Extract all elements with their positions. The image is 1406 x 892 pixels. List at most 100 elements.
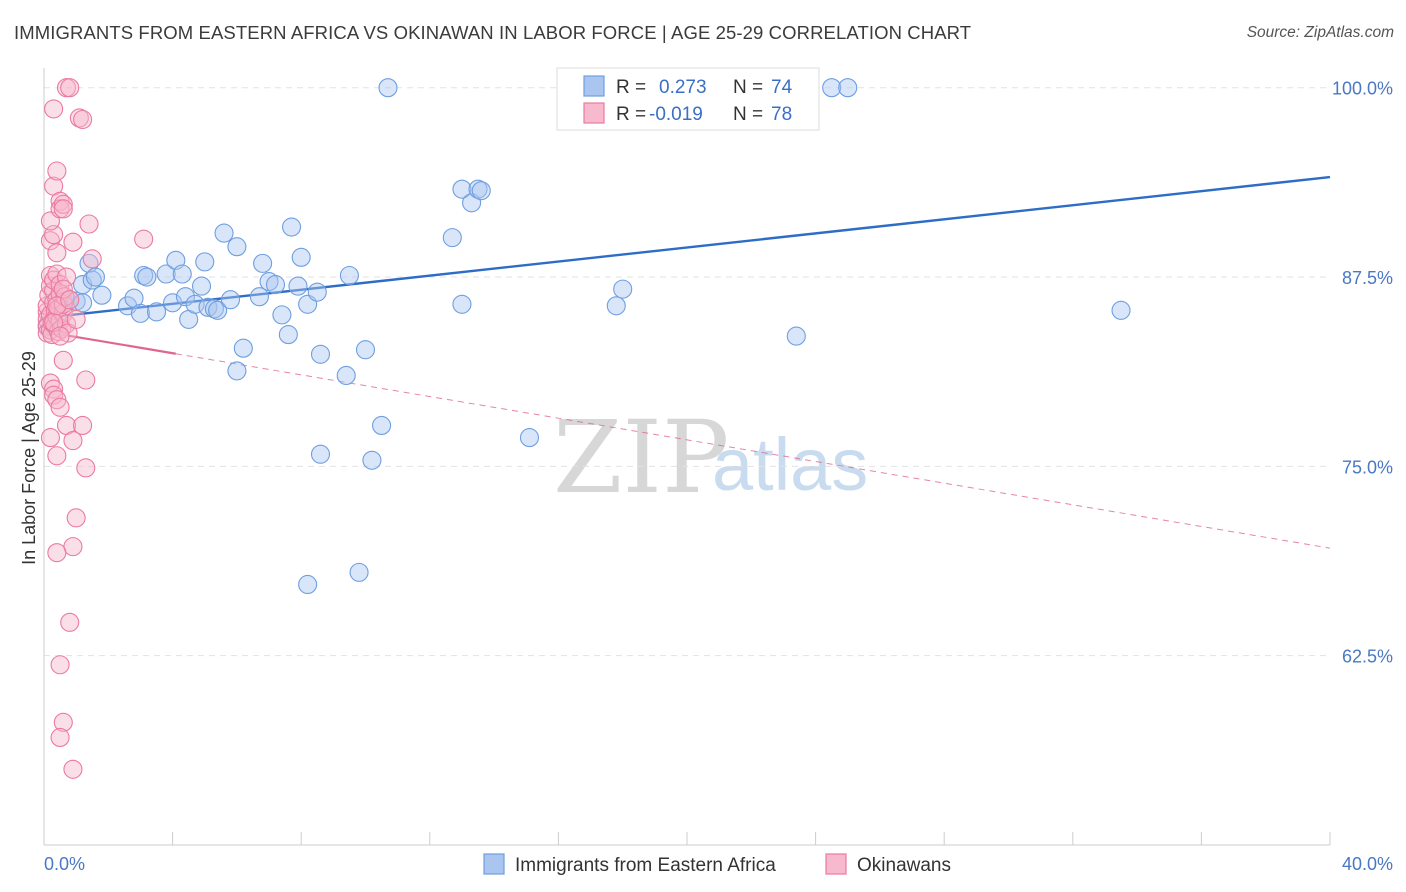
series-0-point-58 bbox=[468, 179, 488, 199]
series-0-point-9 bbox=[92, 285, 112, 305]
series-1-point-29 bbox=[56, 267, 77, 287]
series-0-point-38 bbox=[278, 325, 298, 345]
series-0-point-51 bbox=[372, 415, 392, 436]
series-1-point-60 bbox=[63, 431, 83, 451]
series-0-point-23 bbox=[191, 276, 212, 296]
series-1-point-50 bbox=[134, 229, 154, 249]
series-0-point-33 bbox=[249, 287, 269, 307]
series-1-points bbox=[37, 78, 154, 779]
grid-lines bbox=[44, 87, 1330, 657]
series-1-point-48 bbox=[79, 214, 99, 234]
series-0-point-45 bbox=[310, 444, 331, 464]
series-0-point-12 bbox=[130, 303, 150, 323]
legend-r-label-pink: R = bbox=[616, 104, 646, 125]
series-0-point-50 bbox=[362, 450, 382, 470]
legend-n-label-pink: N = bbox=[733, 104, 763, 125]
y-tick-label-2: 87.5% bbox=[1342, 268, 1393, 288]
x-tick-label-0: 0.0% bbox=[44, 854, 85, 874]
series-0-point-68 bbox=[1111, 300, 1131, 320]
legend-r-value-pink: -0.019 bbox=[649, 104, 703, 125]
series-0-point-27 bbox=[208, 300, 228, 320]
series-1-point-53 bbox=[44, 379, 64, 399]
legend-n-value-pink: 78 bbox=[771, 104, 792, 125]
y-axis-label: In Labor Force | Age 25-29 bbox=[19, 351, 39, 565]
series-1-point-63 bbox=[76, 370, 96, 390]
series-1-point-42 bbox=[44, 99, 64, 119]
bottom-legend-swatch-pink bbox=[825, 853, 847, 875]
series-0-point-20 bbox=[175, 287, 196, 307]
series-0-point-37 bbox=[272, 305, 292, 325]
series-1-point-32 bbox=[40, 231, 60, 251]
x-tick-labels: 0.0% 40.0% bbox=[44, 854, 1393, 874]
series-0-point-8 bbox=[85, 267, 105, 287]
series-1-point-61 bbox=[47, 446, 67, 466]
bottom-legend: Immigrants from Eastern Africa Okinawans bbox=[483, 853, 951, 876]
legend-r-value-blue: 0.273 bbox=[659, 77, 707, 98]
series-0-point-46 bbox=[298, 574, 318, 595]
series-1-point-41 bbox=[53, 199, 73, 219]
series-0-point-15 bbox=[146, 302, 167, 322]
series-0-point-44 bbox=[310, 344, 331, 364]
y-tick-label-3: 100.0% bbox=[1332, 79, 1393, 99]
series-0-point-7 bbox=[82, 270, 102, 290]
x-tick-label-1: 40.0% bbox=[1342, 854, 1393, 874]
series-0-point-34 bbox=[253, 253, 273, 273]
trend-line-pink-dashed bbox=[175, 353, 1331, 549]
y-tick-label-0: 62.5% bbox=[1342, 647, 1393, 667]
series-0-point-60 bbox=[519, 428, 540, 448]
trend-line-blue bbox=[43, 175, 1331, 320]
series-0-point-13 bbox=[134, 265, 154, 286]
series-1-point-65 bbox=[63, 537, 83, 557]
series-1-point-66 bbox=[47, 543, 67, 563]
series-1-point-69 bbox=[53, 712, 73, 732]
series-0-point-43 bbox=[307, 282, 327, 302]
series-0-point-30 bbox=[227, 237, 247, 257]
y-tick-labels: 62.5% 75.0% 87.5% 100.0% bbox=[1332, 79, 1393, 667]
series-0-point-52 bbox=[349, 562, 369, 582]
bottom-legend-swatch-blue bbox=[483, 853, 505, 875]
series-0-point-56 bbox=[452, 294, 472, 314]
source-label: Source: ZipAtlas.com bbox=[1246, 24, 1394, 41]
series-1-point-71 bbox=[63, 759, 83, 779]
series-0-point-14 bbox=[137, 267, 157, 287]
series-1-point-37 bbox=[47, 161, 67, 181]
series-0-point-31 bbox=[233, 338, 253, 358]
data-points bbox=[37, 78, 1131, 779]
series-1-point-49 bbox=[82, 249, 102, 269]
axes bbox=[43, 68, 1331, 846]
series-1-point-58 bbox=[73, 415, 93, 436]
series-1-point-67 bbox=[60, 612, 80, 632]
series-1-point-70 bbox=[50, 727, 70, 748]
series-0-points bbox=[37, 78, 1131, 595]
trend-lines bbox=[43, 175, 1331, 549]
watermark: ZIP atlas bbox=[553, 399, 868, 516]
trend-line-pink-solid bbox=[43, 330, 176, 355]
series-1-point-44 bbox=[60, 78, 80, 98]
series-1-point-76 bbox=[60, 290, 80, 310]
chart-title: IMMIGRANTS FROM EASTERN AFRICA VS OKINAW… bbox=[14, 22, 972, 43]
series-1-point-59 bbox=[40, 428, 60, 448]
series-1-point-46 bbox=[73, 109, 93, 130]
series-1-point-75 bbox=[53, 279, 73, 299]
series-0-point-67 bbox=[838, 78, 858, 98]
series-1-point-47 bbox=[63, 232, 83, 252]
series-0-point-59 bbox=[471, 181, 491, 201]
legend-n-label-blue: N = bbox=[733, 77, 763, 98]
series-1-point-56 bbox=[50, 397, 70, 417]
series-0-point-24 bbox=[195, 252, 215, 272]
series-1-point-52 bbox=[40, 373, 60, 393]
series-0-point-63 bbox=[613, 279, 633, 299]
series-1-point-40 bbox=[53, 194, 73, 214]
series-1-point-62 bbox=[76, 458, 96, 478]
legend-swatch-blue bbox=[583, 75, 605, 97]
series-0-point-26 bbox=[204, 299, 224, 319]
series-0-point-66 bbox=[822, 78, 842, 98]
legend-r-label-blue: R = bbox=[616, 77, 646, 98]
watermark-zip: ZIP bbox=[553, 399, 729, 516]
series-1-point-35 bbox=[47, 243, 67, 263]
series-1-point-74 bbox=[50, 326, 70, 346]
series-0-point-16 bbox=[156, 264, 176, 284]
y-tick-label-1: 75.0% bbox=[1342, 457, 1393, 477]
series-0-point-62 bbox=[606, 296, 626, 316]
bottom-legend-label-pink: Okinawans bbox=[857, 855, 951, 876]
